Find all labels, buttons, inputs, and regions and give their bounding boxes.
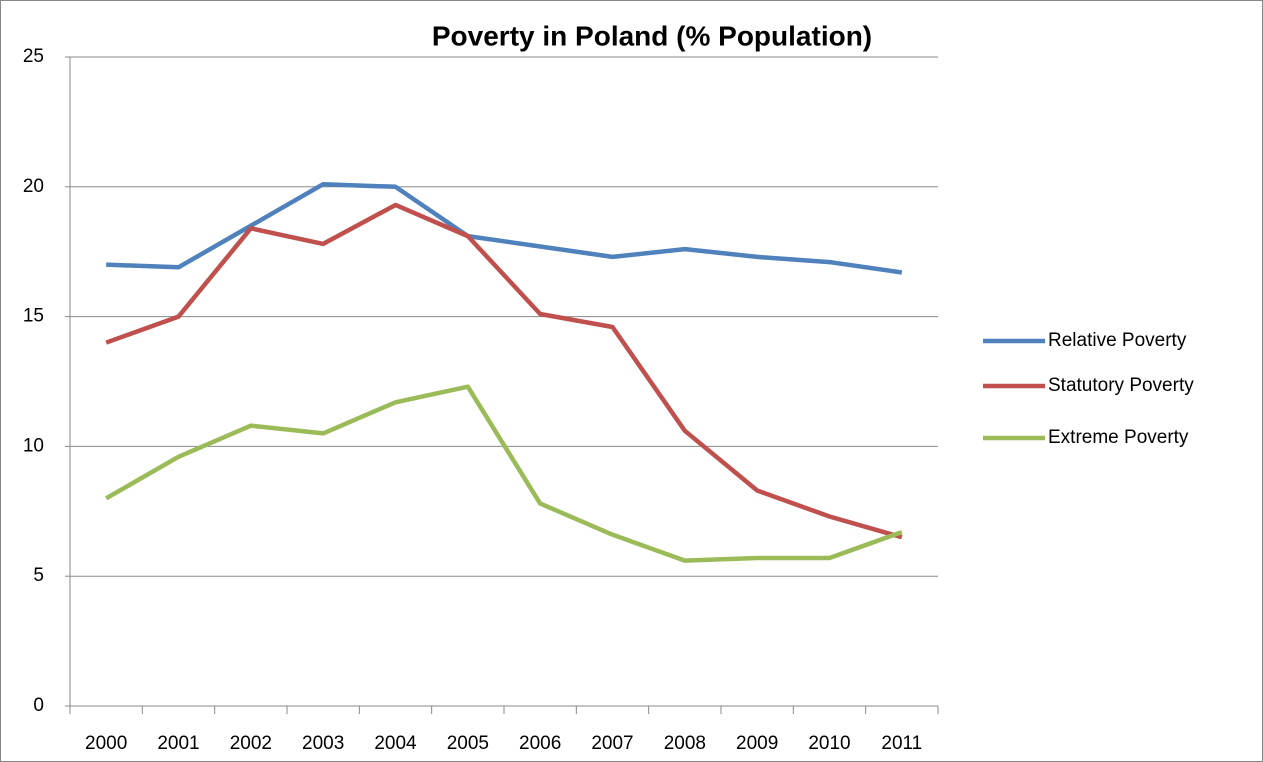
x-tick-label: 2000 xyxy=(85,733,127,754)
x-tick-label: 2006 xyxy=(519,733,561,754)
x-tick-label: 2003 xyxy=(302,733,344,754)
series-line xyxy=(105,202,903,540)
series-line xyxy=(106,181,903,275)
chart-title: Poverty in Poland (% Population) xyxy=(432,20,872,51)
y-tick-label: 15 xyxy=(23,306,44,327)
x-tick-label: 2007 xyxy=(591,733,633,754)
x-tick-label: 2004 xyxy=(374,733,417,754)
legend-label: Statutory Poverty xyxy=(1048,375,1194,396)
x-tick-label: 2011 xyxy=(881,733,922,754)
x-tick-label: 2005 xyxy=(447,733,489,754)
legend-label: Extreme Poverty xyxy=(1048,427,1189,448)
y-tick-label: 25 xyxy=(23,46,44,67)
x-tick-label: 2008 xyxy=(664,733,706,754)
x-tick-label: 2001 xyxy=(157,733,199,754)
x-tick-label: 2010 xyxy=(808,733,850,754)
y-tick-label: 0 xyxy=(33,695,44,716)
series-line xyxy=(105,384,903,563)
legend-label: Relative Poverty xyxy=(1048,330,1187,351)
y-tick-label: 10 xyxy=(23,435,44,456)
y-tick-label: 20 xyxy=(23,176,44,197)
x-tick-label: 2009 xyxy=(736,733,778,754)
y-tick-label: 5 xyxy=(33,565,44,586)
x-tick-label: 2002 xyxy=(230,733,272,754)
